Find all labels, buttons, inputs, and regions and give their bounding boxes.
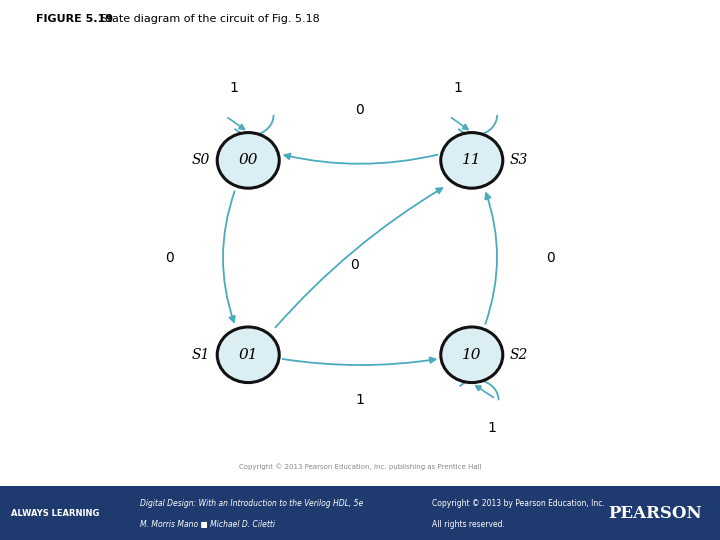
Ellipse shape bbox=[441, 327, 503, 382]
Text: Copyright © 2013 by Pearson Education, Inc.: Copyright © 2013 by Pearson Education, I… bbox=[432, 499, 605, 508]
Text: M. Morris Mano ■ Michael D. Ciletti: M. Morris Mano ■ Michael D. Ciletti bbox=[140, 521, 275, 529]
Text: 10: 10 bbox=[462, 348, 482, 362]
Text: ALWAYS LEARNING: ALWAYS LEARNING bbox=[11, 509, 99, 517]
Ellipse shape bbox=[441, 133, 503, 188]
Text: 0: 0 bbox=[356, 103, 364, 117]
Text: S3: S3 bbox=[510, 153, 528, 167]
Text: S0: S0 bbox=[192, 153, 210, 167]
Text: S1: S1 bbox=[192, 348, 210, 362]
Text: 0: 0 bbox=[350, 258, 359, 272]
FancyArrowPatch shape bbox=[485, 193, 497, 324]
Text: 0: 0 bbox=[165, 251, 174, 265]
Text: 01: 01 bbox=[238, 348, 258, 362]
Text: All rights reserved.: All rights reserved. bbox=[432, 521, 505, 529]
Text: State diagram of the circuit of Fig. 5.18: State diagram of the circuit of Fig. 5.1… bbox=[90, 14, 320, 24]
FancyArrowPatch shape bbox=[284, 154, 438, 164]
Text: 11: 11 bbox=[462, 153, 482, 167]
Text: Copyright © 2013 Pearson Education, Inc. publishing as Prentice Hall: Copyright © 2013 Pearson Education, Inc.… bbox=[239, 463, 481, 470]
FancyArrowPatch shape bbox=[276, 188, 442, 327]
Text: Digital Design: With an Introduction to the Verilog HDL, 5e: Digital Design: With an Introduction to … bbox=[140, 499, 364, 508]
Text: 1: 1 bbox=[454, 82, 462, 96]
Text: 1: 1 bbox=[356, 393, 364, 407]
Text: FIGURE 5.19: FIGURE 5.19 bbox=[36, 14, 113, 24]
Text: 1: 1 bbox=[230, 82, 238, 96]
FancyArrowPatch shape bbox=[223, 191, 235, 322]
Text: 1: 1 bbox=[487, 421, 496, 435]
Ellipse shape bbox=[217, 327, 279, 382]
Text: PEARSON: PEARSON bbox=[608, 504, 702, 522]
Text: 0: 0 bbox=[546, 251, 555, 265]
FancyArrowPatch shape bbox=[282, 357, 436, 365]
Text: S2: S2 bbox=[510, 348, 528, 362]
Text: 00: 00 bbox=[238, 153, 258, 167]
Ellipse shape bbox=[217, 133, 279, 188]
